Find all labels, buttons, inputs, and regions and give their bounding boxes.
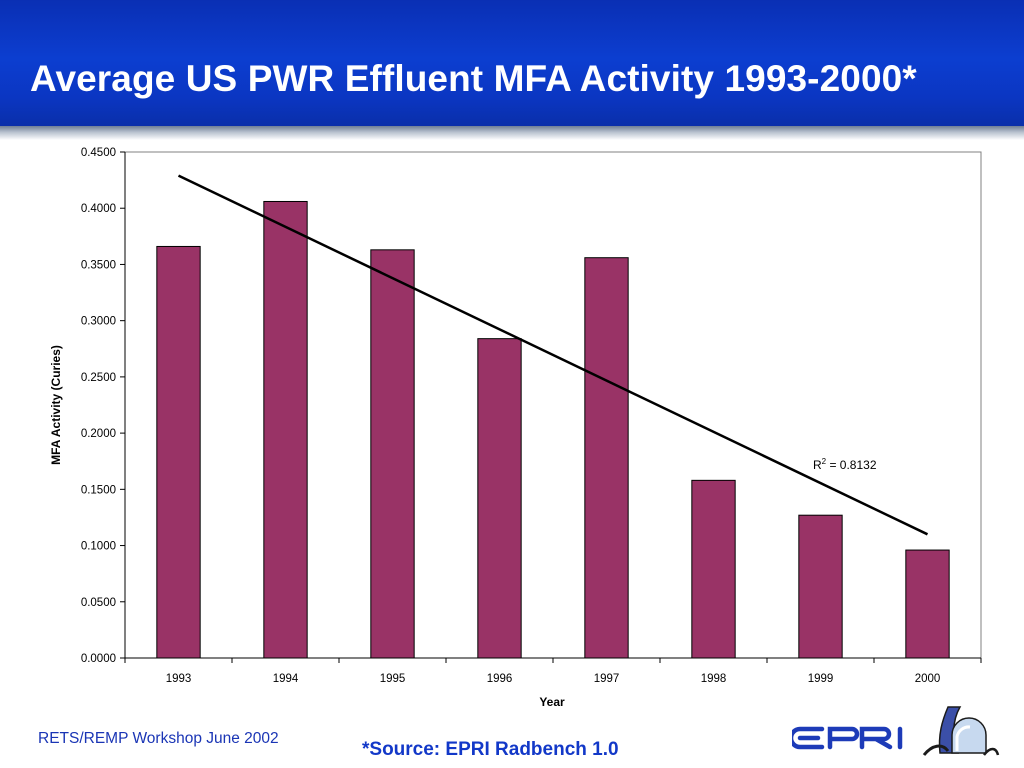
x-tick-label: 1998	[701, 673, 727, 685]
x-axis: 1993 1994 1995 1996 1997 1998 1999 2000	[124, 657, 982, 685]
y-tick-label: 0.2500	[81, 372, 116, 384]
plot-area	[124, 151, 982, 659]
bar-1996	[477, 338, 522, 659]
bar-1997	[584, 257, 629, 659]
bar-2000	[905, 549, 950, 659]
x-axis-label: Year	[539, 695, 565, 709]
trendline-line	[177, 174, 929, 536]
x-tick-label: 1995	[380, 673, 406, 685]
y-axis-label: MFA Activity (Curies)	[49, 345, 63, 465]
y-tick-label: 0.0500	[81, 597, 116, 609]
x-tick-label: 2000	[915, 673, 941, 685]
y-tick-label: 0.0000	[81, 653, 116, 665]
r-squared-label: R2 = 0.8132	[813, 457, 877, 472]
y-tick-label: 0.4500	[81, 147, 116, 159]
trendline	[177, 174, 929, 536]
r2-value: = 0.8132	[826, 458, 877, 472]
y-tick-label: 0.3500	[81, 259, 116, 271]
bar-1999	[798, 514, 843, 659]
epri-logo	[792, 706, 1000, 756]
banner-shadow	[0, 126, 1024, 140]
bar-1993	[156, 245, 201, 659]
y-tick-label: 0.1500	[81, 484, 116, 496]
y-tick-label: 0.4000	[81, 203, 116, 215]
y-tick-label: 0.1000	[81, 541, 116, 553]
slide-title: Average US PWR Effluent MFA Activity 199…	[30, 58, 917, 99]
x-tick-label: 1999	[808, 673, 834, 685]
plant-icon	[922, 706, 1000, 756]
bar-1998	[691, 479, 736, 659]
y-tick-label: 0.2000	[81, 428, 116, 440]
x-tick-label: 1997	[594, 673, 620, 685]
source-note: *Source: EPRI Radbench 1.0	[362, 739, 619, 760]
workshop-footer: RETS/REMP Workshop June 2002	[38, 730, 279, 747]
bars	[156, 200, 950, 659]
x-tick-label: 1994	[273, 673, 299, 685]
r2-letter: R	[813, 458, 822, 472]
title-banner: Average US PWR Effluent MFA Activity 199…	[0, 0, 1024, 130]
bar-1995	[370, 249, 415, 659]
y-tick-label: 0.3000	[81, 316, 116, 328]
r2-superscript: 2	[822, 457, 827, 466]
bar-1994	[263, 200, 308, 659]
bar-chart: 0.0000 0.0500 0.1000 0.1500 0.2000 0.2500 0.30…	[49, 147, 982, 709]
epri-wordmark	[792, 726, 903, 750]
x-tick-label: 1993	[166, 673, 192, 685]
x-tick-label: 1996	[487, 673, 513, 685]
y-axis: 0.0000 0.0500 0.1000 0.1500 0.2000 0.2500 0.30…	[81, 147, 982, 665]
